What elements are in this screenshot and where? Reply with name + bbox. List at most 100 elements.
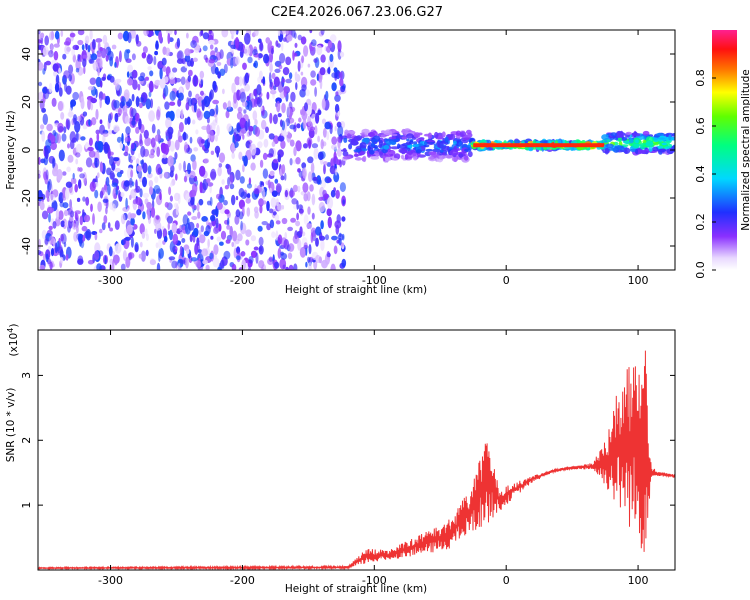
x-tick-label: -300 (98, 274, 123, 287)
signal-blob (348, 143, 353, 150)
noise-blob (217, 266, 222, 270)
noise-blob (92, 61, 99, 71)
noise-blob (284, 172, 287, 181)
noise-blob (54, 82, 60, 93)
noise-blob (72, 172, 75, 180)
noise-blob (63, 126, 67, 134)
noise-blob (197, 249, 202, 254)
noise-blob (247, 100, 253, 112)
noise-blob (339, 159, 342, 168)
noise-blob (297, 34, 302, 41)
noise-blob (38, 39, 42, 44)
noise-blob (60, 220, 65, 228)
noise-blob (210, 150, 215, 155)
noise-blob (192, 159, 197, 171)
noise-blob (216, 236, 222, 242)
noise-blob (234, 56, 240, 66)
noise-blob (335, 189, 340, 199)
noise-blob (74, 183, 78, 193)
noise-blob (191, 204, 197, 210)
noise-blob (221, 179, 225, 185)
noise-blob (281, 164, 286, 175)
noise-blob (227, 100, 232, 110)
noise-blob (82, 234, 86, 242)
signal-blob (441, 131, 446, 138)
noise-blob (145, 76, 149, 81)
noise-blob (137, 83, 141, 91)
noise-blob (199, 165, 206, 177)
noise-blob (271, 72, 276, 80)
noise-blob (45, 139, 52, 148)
noise-blob (331, 136, 338, 145)
noise-blob (238, 211, 244, 220)
noise-blob (231, 142, 235, 154)
noise-blob (340, 51, 345, 58)
noise-blob (166, 215, 173, 224)
noise-blob (281, 78, 286, 83)
noise-blob (300, 36, 307, 45)
noise-blob (323, 193, 329, 199)
noise-blob (222, 88, 225, 95)
noise-blob (196, 202, 200, 212)
noise-blob (149, 70, 154, 77)
noise-blob (147, 165, 152, 175)
noise-blob (206, 116, 210, 124)
noise-blob (122, 250, 127, 261)
noise-blob (105, 176, 110, 187)
noise-blob (320, 139, 324, 150)
noise-blob (50, 248, 55, 257)
noise-blob (38, 81, 43, 87)
noise-blob (181, 238, 186, 243)
noise-blob (214, 47, 218, 53)
signal-blob (342, 155, 352, 160)
noise-blob (164, 201, 169, 208)
noise-blob (72, 91, 80, 101)
noise-blob (55, 74, 60, 85)
noise-blob (159, 77, 166, 89)
noise-blob (288, 264, 294, 270)
noise-blob (218, 152, 226, 163)
noise-blob (150, 148, 155, 156)
noise-blob (292, 50, 295, 61)
noise-blob (261, 221, 268, 226)
noise-blob (149, 186, 153, 195)
noise-blob (80, 96, 85, 104)
noise-blob (63, 70, 70, 79)
noise-blob (326, 196, 334, 209)
noise-blob (50, 141, 57, 151)
noise-blob (178, 122, 184, 133)
noise-blob (165, 47, 171, 57)
noise-blob (108, 113, 112, 124)
signal-blob (444, 136, 449, 143)
noise-blob (201, 125, 208, 130)
signal-blob (353, 153, 359, 158)
signal-blob (604, 147, 610, 155)
noise-blob (189, 234, 193, 243)
signal-blob (350, 141, 359, 146)
noise-blob (320, 220, 324, 230)
noise-blob (77, 54, 80, 62)
noise-blob (277, 113, 282, 118)
noise-blob (289, 158, 293, 166)
signal-blob (666, 147, 675, 155)
signal-blob (401, 128, 406, 134)
noise-blob (326, 131, 330, 141)
colorbar-title: Normalized spectral amplitude (740, 69, 750, 230)
noise-blob (72, 223, 77, 230)
noise-blob (135, 96, 140, 108)
noise-blob (217, 166, 222, 177)
signal-blob (359, 142, 367, 149)
signal-blob (425, 148, 434, 152)
noise-blob (275, 220, 281, 225)
noise-blob (96, 132, 100, 142)
noise-blob (274, 214, 280, 222)
noise-blob (87, 98, 92, 110)
noise-blob (168, 186, 172, 196)
noise-blob (274, 178, 279, 184)
noise-blob (269, 208, 274, 214)
noise-blob (200, 90, 204, 96)
noise-blob (97, 141, 104, 153)
noise-blob (135, 185, 141, 193)
